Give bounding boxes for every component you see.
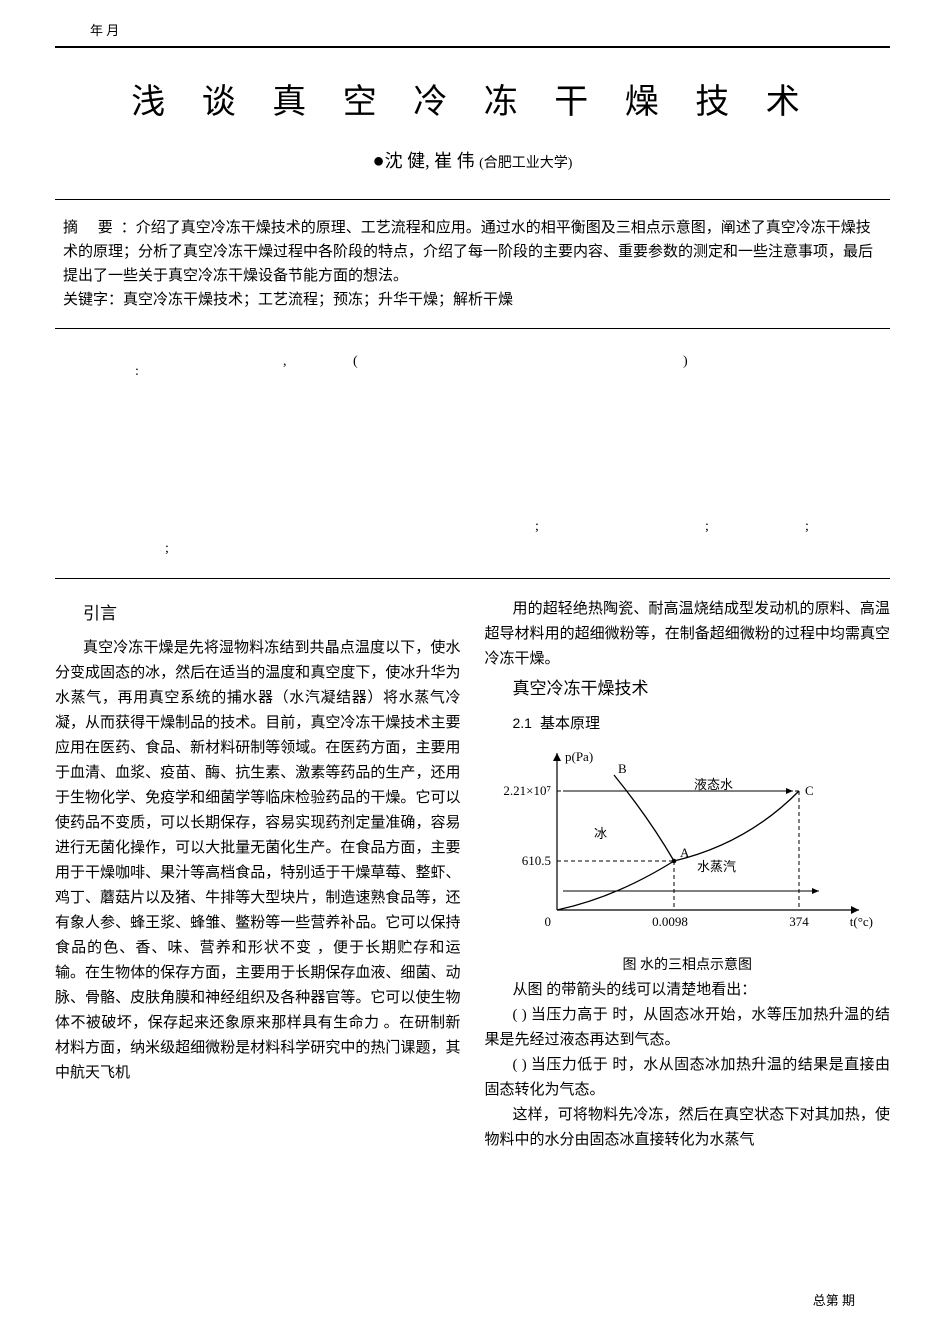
keywords-label: 关键字 xyxy=(63,292,108,308)
svg-text:t(°c): t(°c) xyxy=(849,914,872,929)
svg-text:0.0098: 0.0098 xyxy=(652,914,688,929)
abstract-label: 摘 要 xyxy=(63,220,121,236)
after-chart-p2: ( ) 当压力高于 时，从固态冰开始，水等压加热升温的结果是先经过液态再达到气态… xyxy=(485,1003,891,1053)
subsection-title: 基本原理 xyxy=(540,716,600,732)
abstract-text: 摘 要：介绍了真空冷冻干燥技术的原理、工艺流程和应用。通过水的相平衡图及三相点示… xyxy=(63,216,882,288)
subsection-num: 2.1 xyxy=(513,715,532,731)
section-tech-head: 真空冷冻干燥技术 xyxy=(485,676,891,701)
header-date: 年 月 xyxy=(90,20,119,39)
svg-text:2.21×10⁷: 2.21×10⁷ xyxy=(503,783,551,798)
intro-paragraph: 真空冷冻干燥是先将湿物料冻结到共晶点温度以下，使水分变成固态的冰，然后在适当的温… xyxy=(55,636,461,1086)
two-column-body: 引言 真空冷冻干燥是先将湿物料冻结到共晶点温度以下，使水分变成固态的冰，然后在适… xyxy=(55,597,890,1153)
svg-text:冰: 冰 xyxy=(594,826,607,841)
en-semi-2: ; xyxy=(705,514,709,540)
en-rparen: ) xyxy=(683,349,688,375)
author-affiliation: (合肥工业大学) xyxy=(479,156,572,171)
svg-text:p(Pa): p(Pa) xyxy=(565,749,593,764)
keywords-text: 关键字：真空冷冻干燥技术；工艺流程；预冻；升华干燥；解析干燥 xyxy=(63,288,882,312)
chart-caption: 图 水的三相点示意图 xyxy=(485,953,891,978)
after-chart-p3: ( ) 当压力低于 时，水从固态冰加热升温的结果是直接由固态转化为气态。 xyxy=(485,1053,891,1103)
en-semi-3: ; xyxy=(805,514,809,540)
author-names: 沈 健, 崔 伟 xyxy=(385,151,475,171)
svg-text:C: C xyxy=(805,783,814,798)
en-semi-4: ; xyxy=(165,536,169,562)
header-rule xyxy=(55,46,890,48)
authors-line: ●沈 健, 崔 伟 (合肥工业大学) xyxy=(55,147,890,173)
english-abstract-block: , ( ) : ; ; ; ; xyxy=(55,329,890,579)
footer-issue: 总第 期 xyxy=(813,1290,855,1309)
right-top-paragraph: 用的超轻绝热陶瓷、耐高温烧结成型发动机的原料、高温超导材料用的超细微粉等，在制备… xyxy=(485,597,891,672)
keywords-body: ：真空冷冻干燥技术；工艺流程；预冻；升华干燥；解析干燥 xyxy=(108,292,513,308)
phase-diagram-svg: 0 0.0098 374 t(°c) 2.21×10⁷ 610.5 p(Pa) 冰 液态水水蒸汽… xyxy=(499,743,879,938)
svg-text:0: 0 xyxy=(544,914,551,929)
svg-text:液态水: 液态水 xyxy=(694,777,733,792)
svg-text:610.5: 610.5 xyxy=(521,853,550,868)
bullet-icon: ● xyxy=(373,150,385,172)
en-colon: : xyxy=(135,359,139,385)
after-chart-p4: 这样，可将物料先冷冻，然后在真空状态下对其加热，使物料中的水分由固态冰直接转化为… xyxy=(485,1103,891,1153)
en-lparen: ( xyxy=(353,349,358,375)
subsection-principle: 2.1 基本原理 xyxy=(485,711,891,737)
en-comma: , xyxy=(283,349,287,375)
abstract-block: 摘 要：介绍了真空冷冻干燥技术的原理、工艺流程和应用。通过水的相平衡图及三相点示… xyxy=(55,199,890,329)
svg-text:水蒸汽: 水蒸汽 xyxy=(697,859,736,874)
left-column: 引言 真空冷冻干燥是先将湿物料冻结到共晶点温度以下，使水分变成固态的冰，然后在适… xyxy=(55,597,461,1153)
en-semi-1: ; xyxy=(535,514,539,540)
phase-diagram-chart: 0 0.0098 374 t(°c) 2.21×10⁷ 610.5 p(Pa) 冰 液态水水蒸汽… xyxy=(499,743,891,947)
svg-text:B: B xyxy=(618,761,627,776)
svg-text:A: A xyxy=(680,845,690,860)
section-intro-head: 引言 xyxy=(55,601,461,626)
right-column: 用的超轻绝热陶瓷、耐高温烧结成型发动机的原料、高温超导材料用的超细微粉等，在制备… xyxy=(485,597,891,1153)
abstract-body: ：介绍了真空冷冻干燥技术的原理、工艺流程和应用。通过水的相平衡图及三相点示意图，… xyxy=(63,220,873,284)
svg-text:374: 374 xyxy=(789,914,809,929)
after-chart-p1: 从图 的带箭头的线可以清楚地看出： xyxy=(485,978,891,1003)
paper-title: 浅 谈 真 空 冷 冻 干 燥 技 术 xyxy=(55,74,890,123)
